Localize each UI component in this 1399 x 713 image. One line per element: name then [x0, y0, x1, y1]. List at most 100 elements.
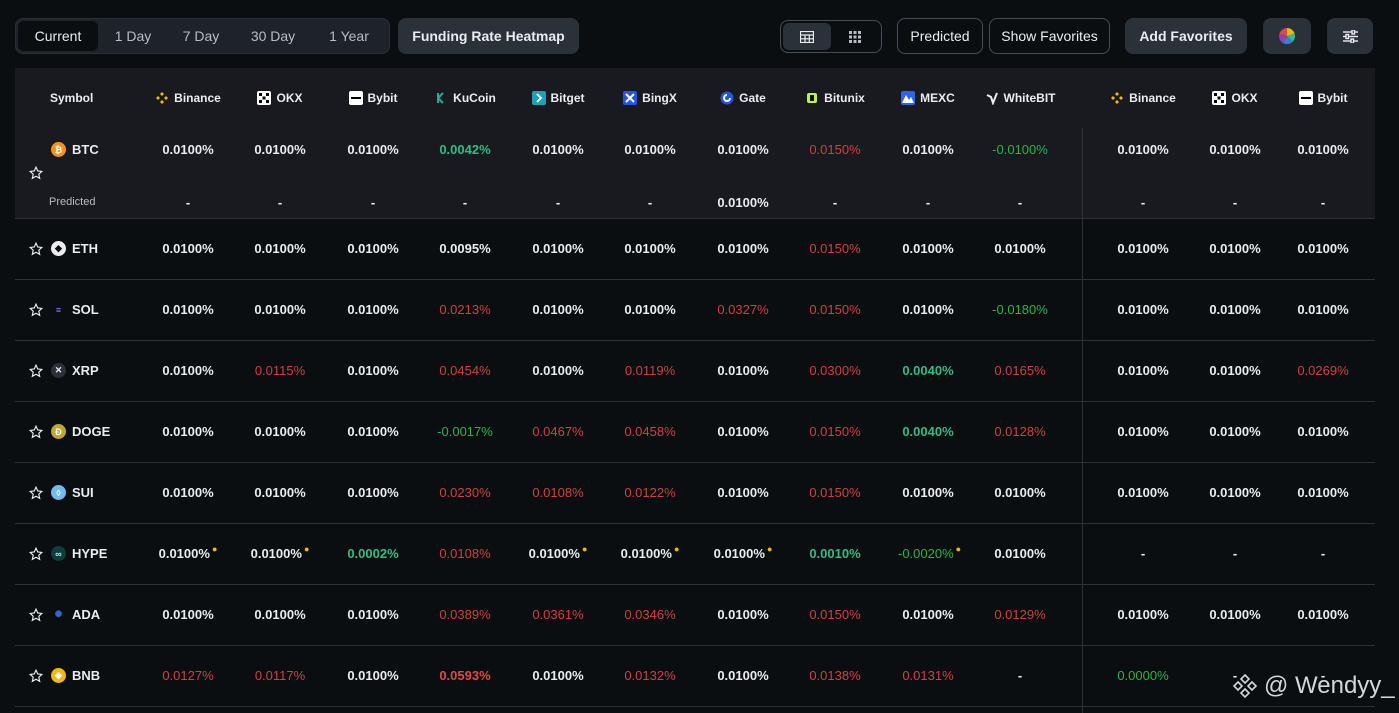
funding-rate-cell[interactable]: 0.0108%	[435, 546, 495, 561]
funding-rate-cell[interactable]: 0.0100%	[1293, 485, 1353, 500]
exchange-header-gate[interactable]: Gate	[720, 68, 766, 128]
funding-rate-cell[interactable]: -0.0180%	[990, 302, 1050, 317]
funding-rate-cell[interactable]: 0.0100%	[1293, 241, 1353, 256]
funding-rate-cell[interactable]: 0.0100%	[528, 363, 588, 378]
funding-rate-cell[interactable]: 0.0138%	[805, 668, 865, 683]
funding-rate-cell[interactable]: 0.0100%	[250, 142, 310, 157]
exchange-header-whitebit[interactable]: WhiteBIT	[985, 68, 1056, 128]
coin-symbol-sui[interactable]: ◊ SUI	[51, 485, 94, 500]
funding-rate-cell[interactable]: 0.0100%	[250, 302, 310, 317]
funding-rate-cell[interactable]: 0.0127%	[158, 668, 218, 683]
funding-rate-cell[interactable]: 0.0115%	[250, 363, 310, 378]
funding-rate-cell[interactable]: 0.0593%	[435, 668, 495, 683]
funding-rate-cell[interactable]: 0.0122%	[620, 485, 680, 500]
settings-button[interactable]	[1327, 18, 1373, 54]
funding-rate-cell[interactable]: 0.0100%	[158, 302, 218, 317]
funding-rate-cell[interactable]: -	[1205, 668, 1265, 683]
favorite-star-icon[interactable]	[28, 546, 44, 561]
grid-view-button[interactable]	[831, 23, 879, 50]
funding-rate-cell[interactable]: 0.0100%	[1293, 142, 1353, 157]
funding-rate-cell[interactable]: 0.0042%	[435, 142, 495, 157]
funding-rate-cell[interactable]: 0.0100%	[250, 607, 310, 622]
funding-rate-cell[interactable]: 0.0327%	[713, 302, 773, 317]
funding-rate-cell[interactable]: 0.0150%	[805, 607, 865, 622]
favorite-star-icon[interactable]	[28, 241, 44, 256]
funding-rate-cell[interactable]: 0.0346%	[620, 607, 680, 622]
coin-symbol-eth[interactable]: ◆ ETH	[51, 241, 98, 256]
coin-symbol-bnb[interactable]: ◈ BNB	[51, 668, 100, 683]
exchange-header-binance[interactable]: Binance	[155, 68, 221, 128]
funding-rate-cell[interactable]: 0.0108%	[528, 485, 588, 500]
favorite-star-icon[interactable]	[28, 302, 44, 317]
funding-rate-cell[interactable]: 0.0100% ●	[713, 544, 773, 561]
funding-rate-cell[interactable]: 0.0100%	[1205, 424, 1265, 439]
exchange-header-okx-predicted[interactable]: OKX	[1212, 68, 1258, 128]
funding-rate-cell[interactable]: 0.0100%	[158, 142, 218, 157]
funding-rate-cell[interactable]: 0.0100%	[1113, 485, 1173, 500]
funding-rate-cell[interactable]: 0.0100%	[158, 363, 218, 378]
funding-rate-cell[interactable]: 0.0040%	[898, 363, 958, 378]
table-view-button[interactable]	[783, 23, 831, 50]
exchange-header-bybit-predicted[interactable]: Bybit	[1298, 68, 1348, 128]
funding-rate-cell[interactable]: 0.0150%	[805, 424, 865, 439]
funding-rate-cell[interactable]: 0.0040%	[898, 424, 958, 439]
funding-rate-cell[interactable]: 0.0002%	[343, 546, 403, 561]
funding-rate-cell[interactable]: 0.0100%	[1293, 424, 1353, 439]
funding-rate-cell[interactable]: 0.0100%	[1293, 302, 1353, 317]
period-30day-tab[interactable]: 30 Day	[250, 28, 296, 44]
funding-rate-cell[interactable]: 0.0100%	[250, 424, 310, 439]
funding-rate-cell[interactable]: 0.0100%	[1205, 142, 1265, 157]
funding-rate-cell[interactable]: 0.0100%	[620, 241, 680, 256]
funding-rate-cell[interactable]: 0.0100%	[1205, 241, 1265, 256]
funding-rate-cell[interactable]: 0.0095%	[435, 241, 495, 256]
funding-rate-cell[interactable]: 0.0010%	[805, 546, 865, 561]
funding-rate-cell[interactable]: -	[1293, 546, 1353, 561]
funding-rate-cell[interactable]: 0.0100%	[898, 142, 958, 157]
exchange-header-bybit[interactable]: Bybit	[348, 68, 398, 128]
funding-rate-cell[interactable]: 0.0100%	[1205, 302, 1265, 317]
funding-rate-cell[interactable]: 0.0100%	[343, 485, 403, 500]
funding-rate-cell[interactable]: -0.0100%	[990, 142, 1050, 157]
coin-symbol-ada[interactable]: ✺ ADA	[51, 607, 100, 622]
exchange-header-bitunix[interactable]: Bitunix	[805, 68, 865, 128]
funding-rate-cell[interactable]: 0.0100%	[343, 363, 403, 378]
funding-rate-cell[interactable]: 0.0100%	[343, 302, 403, 317]
funding-rate-cell[interactable]: 0.0269%	[1293, 363, 1353, 378]
funding-rate-cell[interactable]: 0.0100% ●	[158, 544, 218, 561]
favorite-star-icon[interactable]	[28, 363, 44, 378]
funding-rate-cell[interactable]: 0.0129%	[990, 607, 1050, 622]
favorite-star-icon[interactable]	[28, 485, 44, 500]
exchange-header-bingx[interactable]: BingX	[623, 68, 677, 128]
period-1year-tab[interactable]: 1 Year	[329, 28, 369, 44]
funding-rate-cell[interactable]: 0.0100%	[898, 485, 958, 500]
funding-rate-cell[interactable]: 0.0100%	[1113, 363, 1173, 378]
funding-rate-cell[interactable]: 0.0117%	[250, 668, 310, 683]
funding-rate-cell[interactable]: 0.0100%	[528, 241, 588, 256]
funding-rate-cell[interactable]: 0.0213%	[435, 302, 495, 317]
funding-rate-cell[interactable]: 0.0361%	[528, 607, 588, 622]
add-favorites-button[interactable]: Add Favorites	[1125, 18, 1247, 54]
favorite-star-icon[interactable]	[28, 165, 44, 180]
funding-rate-cell[interactable]: 0.0100%	[1113, 424, 1173, 439]
funding-rate-cell[interactable]: 0.0100%	[343, 241, 403, 256]
funding-rate-cell[interactable]: 0.0165%	[990, 363, 1050, 378]
predicted-button[interactable]: Predicted	[897, 18, 983, 54]
funding-rate-cell[interactable]: 0.0100%	[158, 485, 218, 500]
funding-rate-cell[interactable]: 0.0100%	[1205, 485, 1265, 500]
funding-rate-cell[interactable]: 0.0100%	[158, 241, 218, 256]
funding-rate-cell[interactable]: 0.0132%	[620, 668, 680, 683]
funding-rate-cell[interactable]: 0.0150%	[805, 142, 865, 157]
exchange-header-kucoin[interactable]: KuCoin	[434, 68, 496, 128]
period-7day-tab[interactable]: 7 Day	[182, 28, 220, 44]
exchange-header-bitget[interactable]: Bitget	[531, 68, 585, 128]
funding-rate-cell[interactable]: 0.0100%	[250, 485, 310, 500]
funding-rate-cell[interactable]: 0.0100%	[990, 485, 1050, 500]
funding-rate-cell[interactable]: 0.0131%	[898, 668, 958, 683]
coin-symbol-xrp[interactable]: ✕ XRP	[51, 363, 99, 378]
funding-rate-cell[interactable]: -0.0017%	[435, 424, 495, 439]
funding-rate-cell[interactable]: 0.0100% ●	[250, 544, 310, 561]
funding-rate-cell[interactable]: 0.0100%	[1293, 607, 1353, 622]
funding-rate-cell[interactable]: 0.0100%	[898, 607, 958, 622]
funding-rate-cell[interactable]: 0.0150%	[805, 485, 865, 500]
funding-rate-cell[interactable]: -0.0020% ●	[898, 544, 961, 561]
